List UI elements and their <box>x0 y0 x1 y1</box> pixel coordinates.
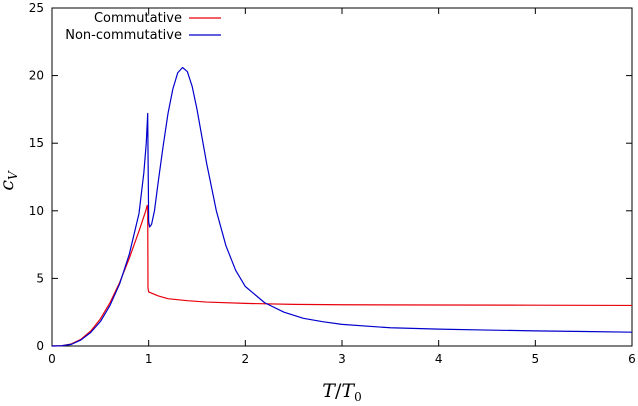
y-tick-label: 0 <box>36 339 44 353</box>
series-line-commutative <box>51 204 633 347</box>
y-axis-title-subscript: V <box>6 170 20 180</box>
x-tick-label: 0 <box>48 352 56 366</box>
x-axis-title: T/T0 <box>322 380 361 404</box>
x-tick-label: 3 <box>338 352 346 366</box>
svg-text:cV: cV <box>0 170 20 191</box>
legend: Commutative Non-commutative <box>65 11 221 43</box>
y-tick-label: 5 <box>36 271 44 285</box>
plot-frame <box>51 7 633 347</box>
y-tick-label: 15 <box>29 136 44 150</box>
svg-text:T/T0: T/T0 <box>322 380 361 404</box>
x-tick-label: 5 <box>532 352 540 366</box>
y-tick-label: 10 <box>29 204 44 218</box>
x-tick-label: 4 <box>435 352 443 366</box>
x-tick-label: 1 <box>145 352 153 366</box>
x-axis-title-main: T <box>322 380 336 402</box>
axis-tick-labels: 0 1 2 3 4 5 6 0 5 10 15 20 25 <box>29 1 636 366</box>
y-axis-title: cV <box>0 170 20 191</box>
x-axis-title-subscript: 0 <box>354 390 362 404</box>
x-tick-label: 2 <box>242 352 250 366</box>
legend-label-commutative: Commutative <box>94 11 182 26</box>
x-axis-title-slash: / <box>335 380 342 402</box>
series-lines <box>51 66 633 347</box>
x-axis-title-denominator: T <box>341 380 355 402</box>
series-line-non-commutative <box>51 66 633 347</box>
y-tick-label: 25 <box>29 1 44 15</box>
y-tick-label: 20 <box>29 69 44 83</box>
x-tick-label: 6 <box>628 352 636 366</box>
y-axis-title-main: c <box>0 180 18 191</box>
legend-label-non-commutative: Non-commutative <box>65 28 182 43</box>
axis-ticks <box>51 7 633 347</box>
